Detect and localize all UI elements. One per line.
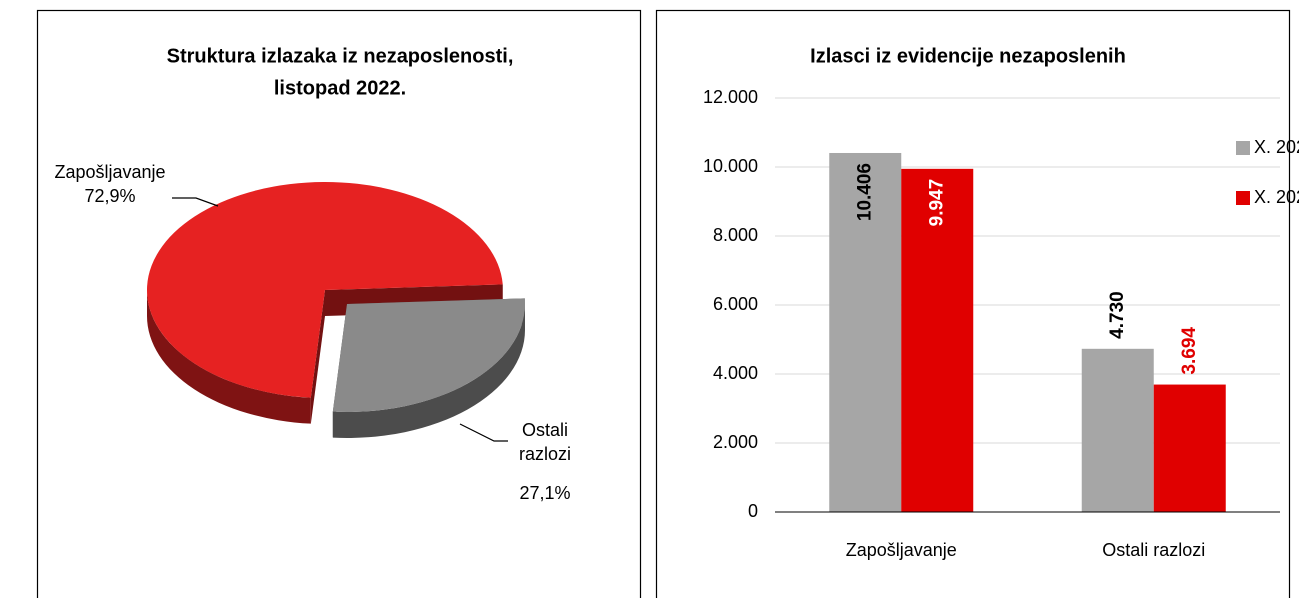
legend-label: X. 2021. [1254, 137, 1299, 157]
x-tick-label: Ostali razlozi [1102, 540, 1205, 560]
value-label: 3.694 [1179, 327, 1200, 375]
y-tick-label: 10.000 [703, 156, 758, 176]
pie-category-label-box: Zapošljavanje [54, 162, 166, 182]
slice-side [147, 290, 311, 424]
leader-line [172, 197, 219, 207]
y-tick-label: 0 [748, 501, 758, 521]
bar [829, 152, 902, 513]
slice-top [332, 298, 525, 412]
pie-category-label: Ostali razlozi [518, 420, 571, 464]
slice [332, 298, 525, 438]
pie-value-label: 27,1% [519, 483, 570, 503]
pie-title: Struktura izlazaka iz nezaposlenosti, [167, 45, 514, 67]
bar [1081, 348, 1154, 512]
slice-wall [310, 290, 325, 424]
slice-top [146, 182, 503, 398]
y-tick-label: 12.000 [703, 87, 758, 107]
leader-line [459, 423, 508, 442]
value-label: 9.947 [926, 179, 947, 227]
y-tick-label: 2.000 [713, 432, 758, 452]
y-tick-label: 8.000 [713, 225, 758, 245]
legend-swatch [1236, 191, 1250, 205]
value-label: 4.730 [1107, 291, 1128, 339]
x-tick-label: Zapošljavanje [846, 540, 957, 560]
pie-category-label: Zapošljavanje [54, 162, 166, 182]
y-tick-label: 6.000 [713, 294, 758, 314]
value-label: 10.406 [854, 163, 875, 221]
bar-title: Izlasci iz evidencije nezaposlenih [810, 45, 1126, 67]
bar [901, 168, 974, 513]
y-tick-label: 4.000 [713, 363, 758, 383]
slice-side [332, 304, 525, 438]
pie-value-label: 72,9% [84, 186, 135, 206]
pie-category-label-box: Ostali razlozi [518, 420, 571, 464]
bar [1153, 384, 1226, 512]
legend-swatch [1236, 141, 1250, 155]
legend-label: X. 2022. [1254, 187, 1299, 207]
pie-title: listopad 2022. [274, 77, 406, 99]
